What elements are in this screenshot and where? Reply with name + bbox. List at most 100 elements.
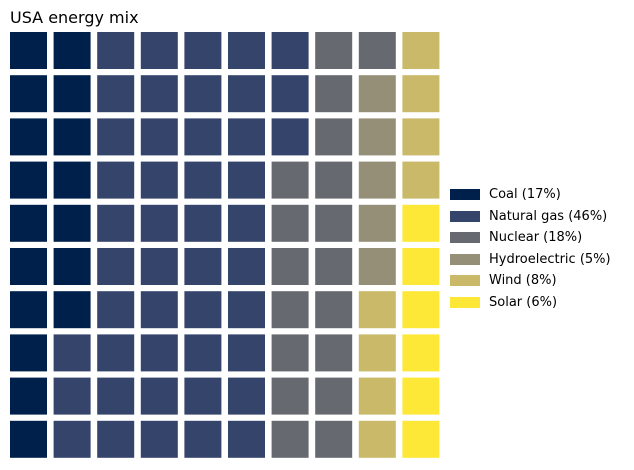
legend-swatch [450, 189, 480, 201]
waffle-cell [271, 377, 309, 415]
waffle-cell [97, 204, 135, 242]
waffle-cell [53, 420, 91, 458]
waffle-cell [10, 204, 47, 242]
waffle-cell [10, 420, 47, 458]
legend-label: Nuclear (18%) [489, 230, 583, 246]
waffle-cell [228, 334, 265, 372]
legend-label: Natural gas (46%) [489, 208, 608, 224]
waffle-cell [53, 161, 91, 199]
waffle-cell [315, 161, 353, 199]
waffle-cell [10, 118, 47, 156]
waffle-cell [53, 334, 91, 372]
waffle-cell [184, 161, 222, 199]
waffle-cell [184, 204, 222, 242]
waffle-cell [228, 204, 265, 242]
legend-swatch [450, 275, 480, 287]
waffle-cell [271, 334, 309, 372]
waffle-cell [358, 334, 396, 372]
waffle-cell [140, 118, 178, 156]
waffle-cell [271, 291, 309, 329]
waffle-cell [97, 248, 135, 285]
waffle-cell [271, 420, 309, 458]
waffle-cell [315, 118, 353, 156]
legend-label: Solar (6%) [489, 294, 558, 310]
waffle-cell [228, 75, 265, 113]
waffle-cell [53, 32, 91, 69]
legend-label: Wind (8%) [489, 273, 557, 289]
waffle-cell [184, 118, 222, 156]
legend-swatch [450, 232, 480, 244]
waffle-cell [315, 377, 353, 415]
waffle-cell [140, 420, 178, 458]
waffle-cell [10, 161, 47, 199]
waffle-cell [271, 161, 309, 199]
legend-item: Hydroelectric (5%) [450, 249, 611, 271]
waffle-cell [402, 291, 440, 329]
waffle-cell [402, 161, 440, 199]
chart-title: USA energy mix [10, 8, 139, 27]
waffle-cell [315, 204, 353, 242]
waffle-cell [97, 334, 135, 372]
waffle-cell [402, 204, 440, 242]
waffle-cell [184, 334, 222, 372]
waffle-cell [402, 32, 440, 69]
waffle-cell [358, 248, 396, 285]
waffle-cell [140, 291, 178, 329]
waffle-cell [358, 420, 396, 458]
waffle-cell [53, 204, 91, 242]
waffle-cell [10, 377, 47, 415]
waffle-cell [402, 334, 440, 372]
waffle-cell [97, 32, 135, 69]
legend-swatch [450, 210, 480, 222]
waffle-cell [97, 118, 135, 156]
legend-item: Solar (6%) [450, 292, 611, 314]
waffle-cell [53, 377, 91, 415]
waffle-cell [228, 32, 265, 69]
waffle-cell [228, 377, 265, 415]
waffle-cell [97, 75, 135, 113]
waffle-cell [358, 377, 396, 415]
waffle-cell [315, 32, 353, 69]
waffle-cell [97, 291, 135, 329]
legend-item: Wind (8%) [450, 270, 611, 292]
waffle-cell [10, 291, 47, 329]
waffle-cell [53, 291, 91, 329]
waffle-cell [10, 32, 47, 69]
waffle-cell [140, 75, 178, 113]
waffle-cell [53, 248, 91, 285]
waffle-cell [315, 291, 353, 329]
waffle-cell [358, 32, 396, 69]
waffle-cell [184, 32, 222, 69]
waffle-cell [97, 161, 135, 199]
waffle-cell [140, 161, 178, 199]
waffle-cell [358, 161, 396, 199]
chart-legend: Coal (17%) Natural gas (46%) Nuclear (18%)… [450, 184, 611, 313]
waffle-cell [315, 420, 353, 458]
waffle-cell [97, 377, 135, 415]
waffle-cell [228, 161, 265, 199]
waffle-cell [184, 420, 222, 458]
waffle-cell [402, 75, 440, 113]
waffle-cell [53, 75, 91, 113]
waffle-cell [315, 334, 353, 372]
waffle-cell [358, 118, 396, 156]
waffle-cell [184, 377, 222, 415]
waffle-cell [10, 334, 47, 372]
legend-label: Coal (17%) [489, 187, 561, 203]
waffle-cell [271, 75, 309, 113]
waffle-cell [271, 248, 309, 285]
waffle-cell [228, 248, 265, 285]
waffle-cell [402, 377, 440, 415]
waffle-cell [402, 420, 440, 458]
waffle-cell [271, 118, 309, 156]
waffle-cell [140, 204, 178, 242]
legend-item: Coal (17%) [450, 184, 611, 206]
waffle-cell [228, 291, 265, 329]
waffle-cell [228, 420, 265, 458]
waffle-cell [184, 75, 222, 113]
legend-swatch [450, 296, 480, 308]
waffle-cell [10, 248, 47, 285]
waffle-cell [358, 291, 396, 329]
waffle-cell [402, 118, 440, 156]
legend-item: Natural gas (46%) [450, 206, 611, 228]
